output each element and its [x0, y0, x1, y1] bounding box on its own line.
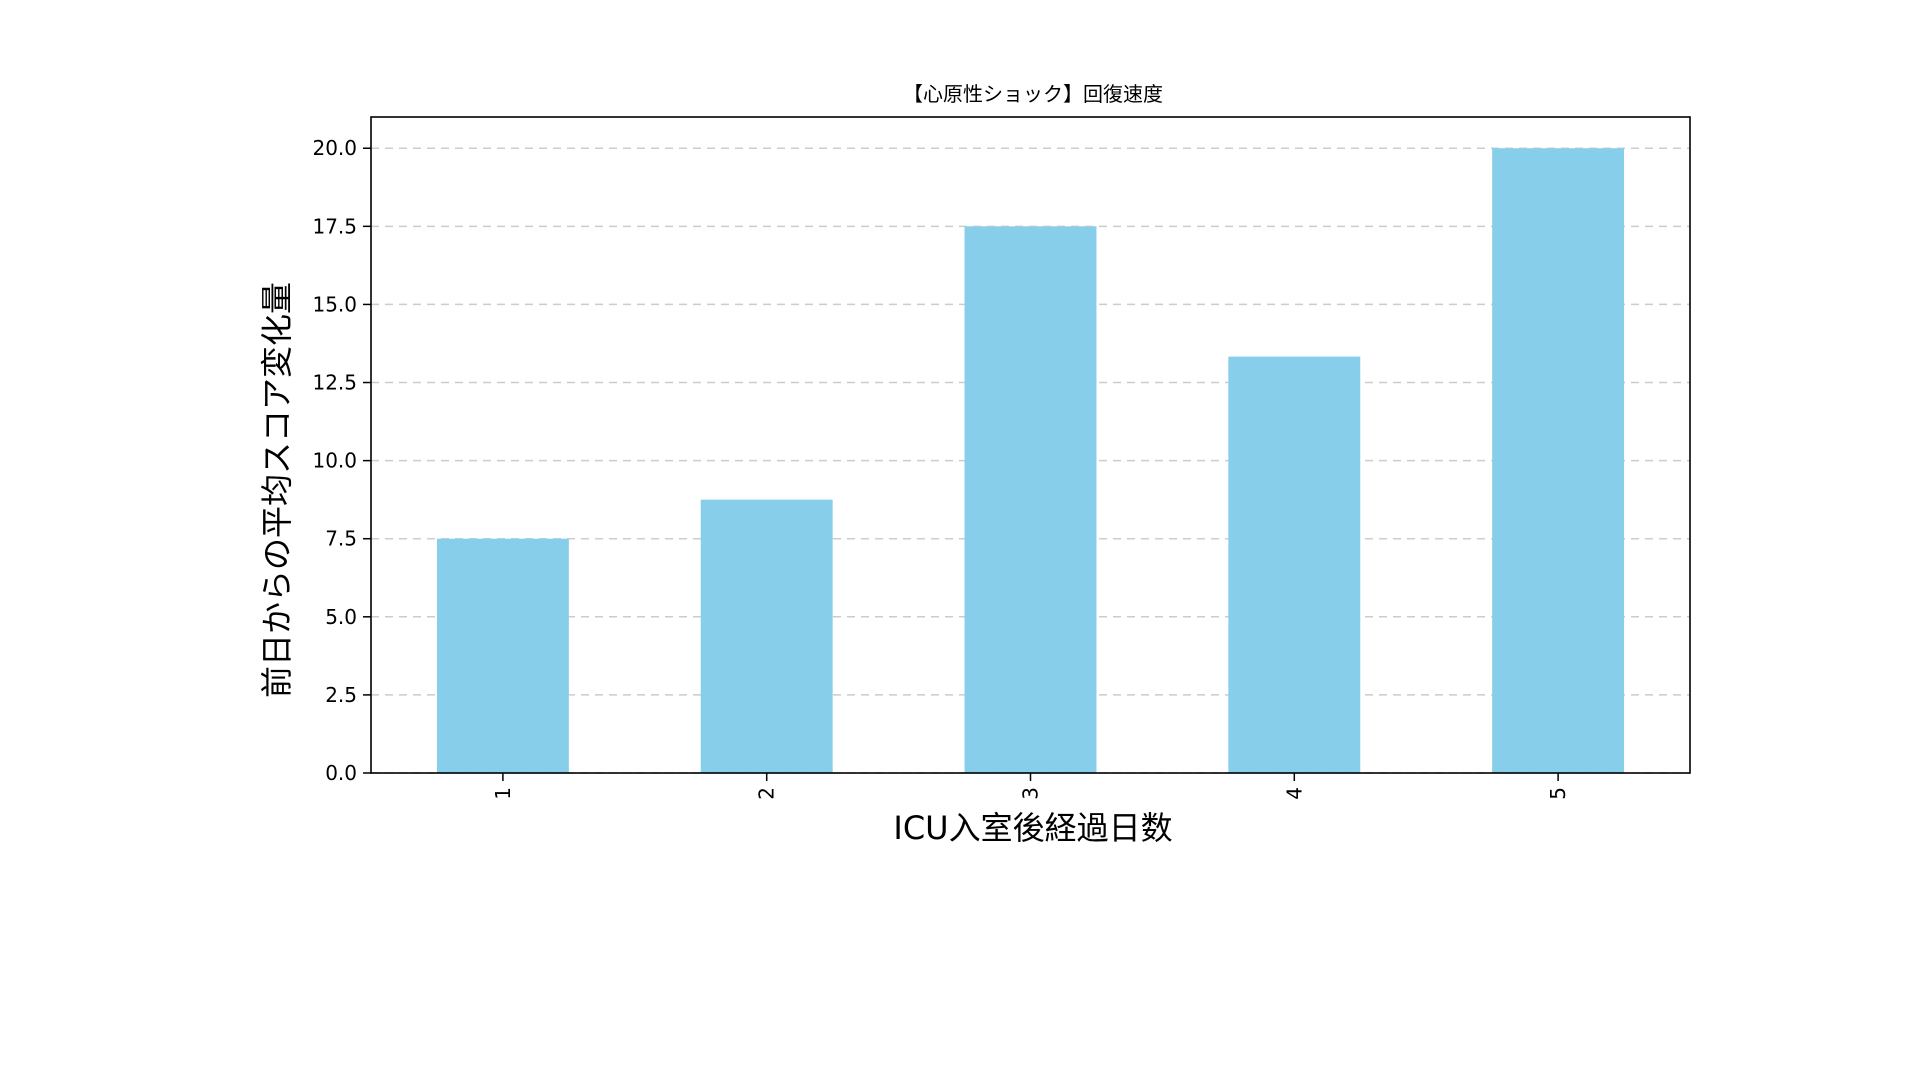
plot-frame: [370, 116, 1691, 774]
axes-layer: 0.0 2.5 5.0 7.5 10.0 12.5 15.0 17.5 20.0 1 2 3 4 5: [312, 116, 1691, 800]
y-tick-label: 5.0: [325, 605, 357, 629]
x-tick-label: 3: [1019, 787, 1043, 800]
chart-title: 【心原性ショック】回復速度: [903, 82, 1163, 106]
x-axis-title: ICU入室後経過日数: [893, 809, 1172, 847]
y-tick-label: 0.0: [325, 761, 357, 785]
x-tick-label: 5: [1546, 787, 1570, 800]
bar-3: [964, 226, 1097, 774]
x-tick-label: 1: [491, 787, 515, 800]
bar-2: [700, 499, 833, 773]
bar-5: [1492, 148, 1625, 773]
y-tick-label: 10.0: [312, 449, 357, 473]
bar-1: [436, 538, 569, 773]
y-tick-label: 15.0: [312, 292, 357, 316]
bars-layer: [436, 148, 1625, 774]
bar-4: [1228, 356, 1361, 773]
y-tick-label: 20.0: [312, 136, 357, 160]
y-tick-label: 12.5: [312, 371, 357, 395]
x-tick-label: 2: [755, 787, 779, 800]
y-tick-label: 17.5: [312, 214, 357, 238]
y-tick-label: 2.5: [325, 683, 357, 707]
y-tick-label: 7.5: [325, 527, 357, 551]
y-axis-title: 前日からの平均スコア変化量: [258, 282, 296, 698]
x-tick-label: 4: [1282, 787, 1306, 800]
